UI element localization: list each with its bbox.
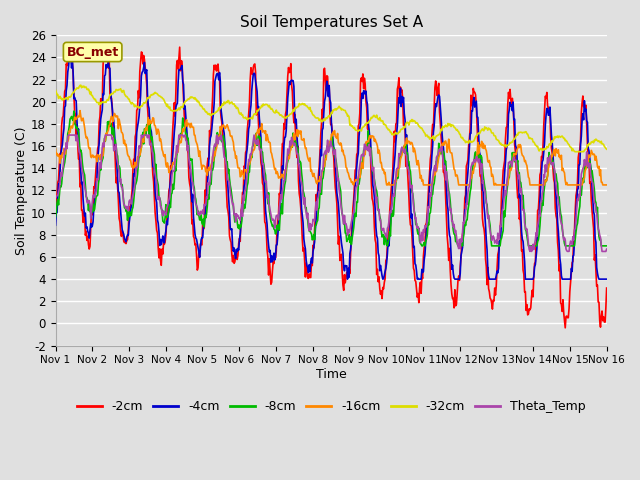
-8cm [603, 243, 611, 249]
Theta_Temp [61, 147, 69, 153]
-2cm [561, 325, 569, 331]
-4cm [119, 229, 127, 235]
-2cm [52, 197, 60, 203]
Theta_Temp [526, 249, 534, 254]
Line: -8cm: -8cm [56, 111, 607, 246]
-2cm [61, 86, 69, 92]
-2cm [399, 97, 406, 103]
Theta_Temp [415, 226, 422, 232]
-16cm [119, 132, 127, 137]
-8cm [70, 108, 77, 114]
-8cm [175, 139, 183, 144]
-16cm [76, 108, 84, 114]
-2cm [175, 55, 183, 60]
-32cm [175, 105, 183, 111]
-8cm [416, 239, 424, 244]
-32cm [399, 126, 406, 132]
-2cm [415, 300, 422, 306]
-32cm [52, 87, 60, 93]
Theta_Temp [119, 190, 127, 196]
-32cm [572, 149, 579, 155]
-16cm [399, 147, 407, 153]
-4cm [344, 276, 351, 282]
-8cm [204, 192, 212, 198]
-2cm [603, 285, 611, 291]
Theta_Temp [175, 132, 183, 138]
-4cm [65, 55, 73, 60]
-32cm [415, 123, 422, 129]
Theta_Temp [204, 180, 212, 186]
-32cm [204, 111, 212, 117]
-2cm [119, 230, 127, 236]
-8cm [119, 192, 127, 198]
Text: BC_met: BC_met [67, 46, 119, 59]
-32cm [61, 96, 69, 101]
Line: -2cm: -2cm [56, 47, 607, 328]
-8cm [399, 149, 407, 155]
-8cm [52, 215, 60, 220]
Line: -32cm: -32cm [56, 85, 607, 152]
-4cm [61, 103, 69, 109]
Theta_Temp [399, 147, 406, 153]
-4cm [603, 276, 611, 282]
-16cm [416, 168, 424, 174]
-8cm [61, 154, 69, 159]
Theta_Temp [65, 132, 72, 138]
Line: -16cm: -16cm [56, 111, 607, 185]
-8cm [383, 243, 391, 249]
-4cm [399, 95, 407, 100]
-2cm [65, 44, 73, 49]
-4cm [204, 173, 212, 179]
Theta_Temp [52, 195, 60, 201]
-4cm [175, 67, 183, 72]
-32cm [603, 146, 611, 152]
-16cm [603, 182, 611, 188]
-16cm [350, 182, 358, 188]
-16cm [61, 151, 69, 157]
Y-axis label: Soil Temperature (C): Soil Temperature (C) [15, 126, 28, 255]
-2cm [204, 155, 212, 161]
-4cm [416, 276, 424, 282]
-16cm [204, 168, 212, 173]
Line: -4cm: -4cm [56, 58, 607, 279]
Title: Soil Temperatures Set A: Soil Temperatures Set A [239, 15, 422, 30]
Legend: -2cm, -4cm, -8cm, -16cm, -32cm, Theta_Temp: -2cm, -4cm, -8cm, -16cm, -32cm, Theta_Te… [72, 396, 591, 418]
Line: Theta_Temp: Theta_Temp [56, 135, 607, 252]
X-axis label: Time: Time [316, 368, 346, 381]
-16cm [175, 138, 183, 144]
-4cm [52, 222, 60, 228]
Theta_Temp [603, 246, 611, 252]
-32cm [77, 82, 84, 88]
-16cm [52, 146, 60, 152]
-32cm [119, 88, 127, 94]
